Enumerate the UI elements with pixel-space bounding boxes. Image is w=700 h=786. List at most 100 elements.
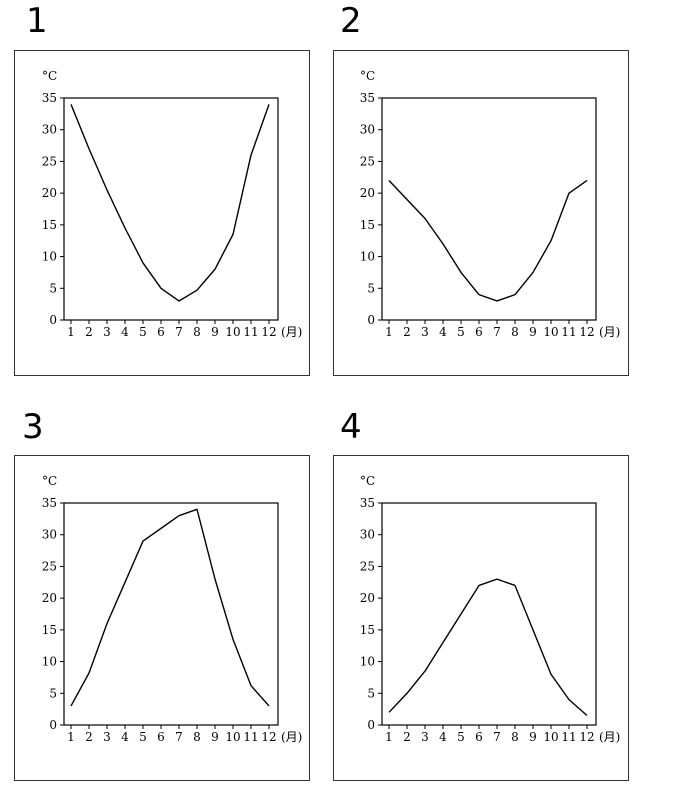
- x-tick-label: 3: [421, 325, 429, 339]
- plot-area-2: [381, 97, 597, 321]
- x-tick-label: 8: [193, 730, 201, 744]
- x-tick-label: 12: [261, 730, 276, 744]
- y-tick-label: 10: [42, 250, 57, 264]
- y-tick-label: 35: [42, 496, 57, 510]
- y-tick-label: 0: [49, 313, 57, 327]
- y-tick-label: 20: [42, 186, 57, 200]
- y-tick-label: 30: [42, 123, 57, 137]
- y-tick-label: 10: [360, 655, 375, 669]
- y-tick-label: 15: [42, 623, 57, 637]
- y-tick-label: 30: [42, 528, 57, 542]
- y-tick-label: 35: [42, 91, 57, 105]
- y-tick-label: 5: [49, 281, 57, 295]
- x-tick-label: 5: [457, 325, 465, 339]
- plot-area-3: [63, 502, 279, 726]
- y-tick-label: 0: [367, 313, 375, 327]
- x-tick-label: 8: [193, 325, 201, 339]
- y-tick-label: 5: [367, 686, 375, 700]
- x-tick-label: 10: [543, 730, 558, 744]
- x-tick-label: 2: [85, 730, 93, 744]
- x-tick-label: 1: [67, 730, 75, 744]
- temperature-line: [388, 578, 588, 717]
- x-tick-label: 12: [579, 325, 594, 339]
- x-tick-label: 2: [85, 325, 93, 339]
- x-unit-label: (月): [599, 325, 620, 339]
- x-tick-label: 11: [243, 730, 258, 744]
- y-tick-label: 30: [360, 528, 375, 542]
- y-tick-label: 5: [367, 281, 375, 295]
- plot-area-1: [63, 97, 279, 321]
- x-tick-label: 1: [385, 730, 393, 744]
- x-tick-label: 10: [225, 730, 240, 744]
- x-tick-label: 11: [561, 730, 576, 744]
- y-tick-label: 25: [42, 154, 57, 168]
- x-tick-label: 9: [211, 325, 219, 339]
- x-tick-label: 7: [493, 325, 501, 339]
- y-tick-label: 5: [49, 686, 57, 700]
- y-tick-label: 20: [42, 591, 57, 605]
- y-tick-label: 35: [360, 91, 375, 105]
- x-tick-label: 6: [157, 325, 165, 339]
- y-tick-label: 15: [360, 623, 375, 637]
- x-unit-label: (月): [281, 730, 302, 744]
- y-tick-label: 25: [42, 559, 57, 573]
- y-tick-label: 0: [367, 718, 375, 732]
- plot-area-4: [381, 502, 597, 726]
- x-tick-label: 7: [175, 730, 183, 744]
- x-unit-label: (月): [281, 325, 302, 339]
- x-tick-label: 4: [439, 730, 447, 744]
- y-tick-label: 25: [360, 154, 375, 168]
- y-unit-label: °C: [360, 69, 375, 83]
- x-tick-label: 10: [543, 325, 558, 339]
- x-tick-label: 3: [103, 325, 111, 339]
- x-tick-label: 1: [385, 325, 393, 339]
- x-tick-label: 12: [261, 325, 276, 339]
- x-tick-label: 1: [67, 325, 75, 339]
- y-tick-label: 25: [360, 559, 375, 573]
- x-tick-label: 5: [457, 730, 465, 744]
- x-tick-label: 5: [139, 325, 147, 339]
- x-tick-label: 2: [403, 325, 411, 339]
- y-unit-label: °C: [42, 474, 57, 488]
- x-tick-label: 7: [175, 325, 183, 339]
- panel-1-number: 1: [26, 1, 48, 41]
- panel-2-number: 2: [340, 1, 362, 41]
- x-tick-label: 9: [529, 325, 537, 339]
- temperature-line: [70, 104, 270, 302]
- x-tick-label: 10: [225, 325, 240, 339]
- temperature-line: [388, 179, 588, 302]
- x-tick-label: 8: [511, 325, 519, 339]
- x-tick-label: 9: [529, 730, 537, 744]
- y-tick-label: 10: [360, 250, 375, 264]
- temperature-line: [70, 508, 270, 707]
- x-tick-label: 11: [561, 325, 576, 339]
- panel-1-frame: [14, 50, 310, 376]
- y-tick-label: 20: [360, 591, 375, 605]
- y-tick-label: 35: [360, 496, 375, 510]
- x-tick-label: 11: [243, 325, 258, 339]
- x-tick-label: 4: [121, 730, 129, 744]
- x-tick-label: 4: [439, 325, 447, 339]
- y-tick-label: 0: [49, 718, 57, 732]
- panel-3-frame: [14, 455, 310, 781]
- x-unit-label: (月): [599, 730, 620, 744]
- y-tick-label: 20: [360, 186, 375, 200]
- x-tick-label: 8: [511, 730, 519, 744]
- x-tick-label: 3: [103, 730, 111, 744]
- y-tick-label: 30: [360, 123, 375, 137]
- x-tick-label: 5: [139, 730, 147, 744]
- panel-4-number: 4: [340, 407, 362, 447]
- panel-3-number: 3: [22, 407, 44, 447]
- y-unit-label: °C: [42, 69, 57, 83]
- y-unit-label: °C: [360, 474, 375, 488]
- x-tick-label: 7: [493, 730, 501, 744]
- x-tick-label: 3: [421, 730, 429, 744]
- x-tick-label: 2: [403, 730, 411, 744]
- y-tick-label: 15: [42, 218, 57, 232]
- x-tick-label: 12: [579, 730, 594, 744]
- x-tick-label: 6: [157, 730, 165, 744]
